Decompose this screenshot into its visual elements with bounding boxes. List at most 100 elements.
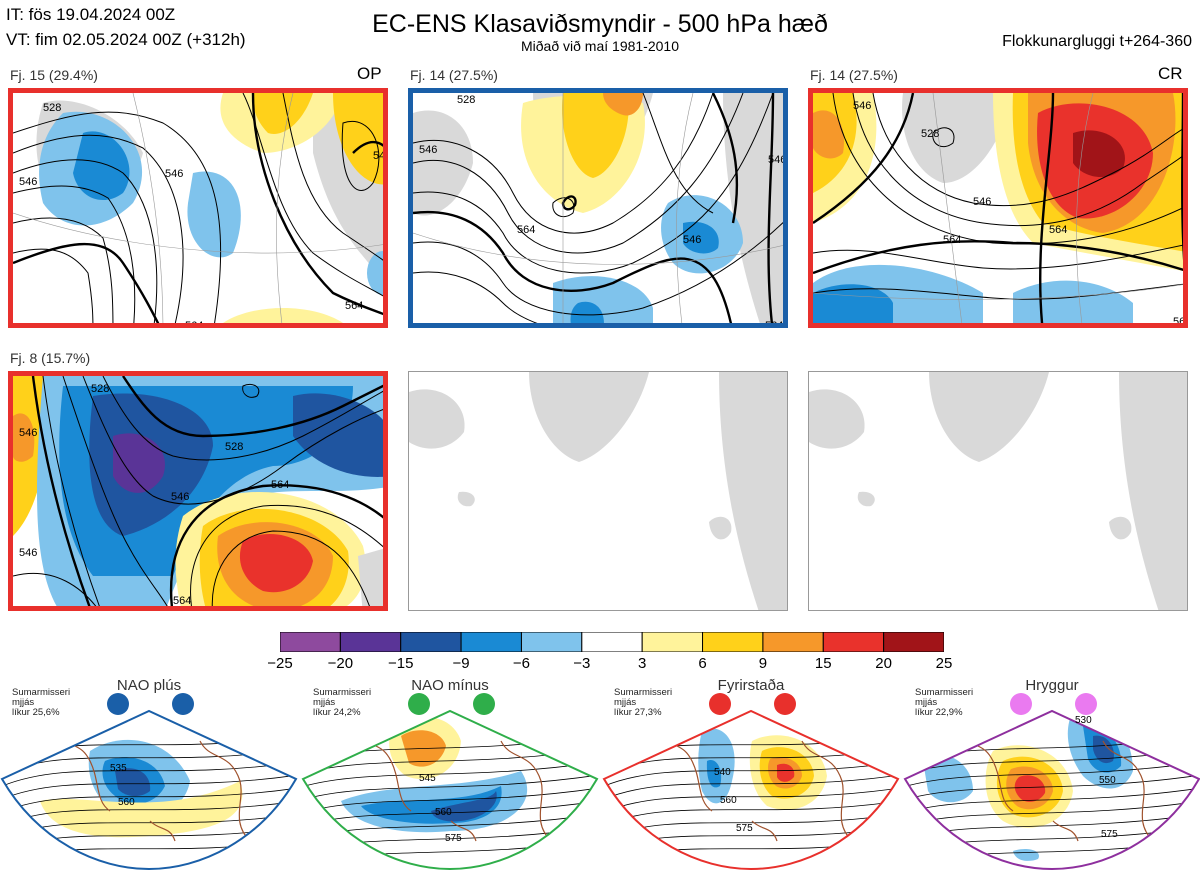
cluster-1-tag: OP bbox=[357, 64, 382, 83]
regime-contour-label: 560 bbox=[118, 797, 135, 808]
height-contour bbox=[303, 787, 597, 814]
cluster-1-map[interactable]: 528 546 564 546 564 546 bbox=[8, 88, 388, 328]
cluster-3-label: Fj. 14 (27.5%) bbox=[810, 67, 898, 83]
regime-frame bbox=[903, 709, 1200, 871]
regime-marker-icon bbox=[107, 693, 129, 715]
cluster-1-contour-label: 528 bbox=[43, 102, 61, 114]
regime-frame bbox=[301, 709, 599, 871]
colorbar-swatch bbox=[762, 631, 824, 653]
regime-contour-label: 540 bbox=[714, 767, 731, 778]
colorbar-swatch bbox=[339, 631, 402, 653]
height-contour bbox=[2, 787, 296, 814]
cluster-2-contour-label: 528 bbox=[457, 94, 475, 106]
cluster-4-contour-label: 564 bbox=[173, 595, 191, 607]
cluster-2-contour-label: 546 bbox=[768, 154, 786, 166]
cluster-2-contour-label: 546 bbox=[419, 144, 437, 156]
height-contour bbox=[2, 761, 296, 788]
regime-note: mjjás bbox=[12, 697, 35, 708]
regime-marker-icon bbox=[1010, 693, 1032, 715]
cluster-2-contour-label: 564 bbox=[765, 320, 783, 328]
regime-panel[interactable]: NAO mínus Sumarmisseri mjjás líkur 24,2% 545… bbox=[301, 676, 599, 871]
colorbar-swatch bbox=[460, 631, 522, 653]
regime-note: mjjás bbox=[313, 697, 336, 708]
cluster-3-contour-label: 564 bbox=[1049, 224, 1067, 236]
cluster-2-contour-label: 546 bbox=[683, 234, 701, 246]
page-subtitle: Miðað við maí 1981-2010 bbox=[521, 38, 679, 54]
regime-contour-label: 550 bbox=[1099, 775, 1116, 786]
colorbar-tick-label: 9 bbox=[758, 655, 768, 672]
anomaly-area bbox=[431, 791, 497, 822]
regime-note: Sumarmisseri bbox=[915, 687, 974, 698]
colorbar-tick-labels: −25 −20 −15 −9 −6 −3 3 6 9 15 20 25 bbox=[267, 655, 952, 675]
regime-note: líkur 27,3% bbox=[614, 707, 662, 718]
colorbar bbox=[279, 631, 945, 657]
empty-map-1 bbox=[408, 371, 788, 611]
regime-panel[interactable]: NAO plús Sumarmisseri mjjás líkur 25,6% 535 5… bbox=[0, 676, 298, 871]
cluster-1-contour-label: 546 bbox=[165, 168, 183, 180]
regime-title: Hryggur bbox=[1025, 677, 1079, 694]
regime-contour-label: 560 bbox=[435, 807, 452, 818]
cluster-4-map[interactable]: 528 546 564 528 546 564 546 bbox=[8, 371, 388, 611]
colorbar-swatch bbox=[883, 631, 945, 653]
colorbar-tick-label: 15 bbox=[814, 655, 832, 672]
height-contour bbox=[604, 787, 898, 814]
regime-map: 530 550 575 bbox=[903, 709, 1200, 871]
regime-note: líkur 25,6% bbox=[12, 707, 60, 718]
cluster-4-contour-label: 528 bbox=[91, 383, 109, 395]
regime-note: líkur 22,9% bbox=[915, 707, 963, 718]
cluster-4-label: Fj. 8 (15.7%) bbox=[10, 350, 91, 366]
regime-contour-label: 575 bbox=[1101, 829, 1118, 840]
classification-window: Flokkunargluggi t+264-360 bbox=[1002, 33, 1192, 50]
height-contour bbox=[905, 787, 1199, 814]
anomaly-area bbox=[1093, 735, 1114, 764]
height-contour bbox=[905, 774, 1199, 801]
issue-time: IT: fös 19.04.2024 00Z bbox=[6, 5, 176, 24]
colorbar-swatch bbox=[702, 631, 764, 653]
cluster-1-label: Fj. 15 (29.4%) bbox=[10, 67, 98, 83]
regime-note: Sumarmisseri bbox=[12, 687, 71, 698]
height-contour bbox=[303, 774, 597, 801]
regime-contour-label: 530 bbox=[1075, 715, 1092, 726]
colorbar-swatch bbox=[822, 631, 885, 653]
colorbar-swatch bbox=[400, 631, 462, 653]
anomaly-area bbox=[115, 768, 151, 797]
regime-panel[interactable]: Fyrirstaða Sumarmisseri mjjás líkur 27,3% 54… bbox=[602, 676, 900, 871]
regime-title: NAO plús bbox=[116, 677, 182, 694]
cluster-3-contour-label: 564 bbox=[943, 234, 961, 246]
cluster-1-contour-label: 564 bbox=[345, 300, 363, 312]
valid-time: VT: fim 02.05.2024 00Z (+312h) bbox=[6, 30, 246, 49]
regime-note: mjjás bbox=[915, 697, 938, 708]
regime-title: NAO mínus bbox=[411, 677, 489, 694]
cluster-4-contour-label: 546 bbox=[19, 427, 37, 439]
regime-marker-icon bbox=[709, 693, 731, 715]
cluster-4-contour-label: 528 bbox=[225, 441, 243, 453]
cluster-1-contour-label: 546 bbox=[19, 176, 37, 188]
cluster-1-contour-label: 546 bbox=[373, 150, 388, 162]
cluster-2-label: Fj. 14 (27.5%) bbox=[410, 67, 498, 83]
cluster-3-tag: CR bbox=[1158, 64, 1183, 83]
regime-contour-label: 575 bbox=[445, 833, 462, 844]
anomaly-area bbox=[777, 763, 795, 782]
colorbar-tick-label: −6 bbox=[512, 655, 531, 672]
colorbar-tick-label: 6 bbox=[698, 655, 707, 672]
regime-contour-label: 545 bbox=[419, 773, 436, 784]
regime-frame bbox=[602, 709, 900, 871]
cluster-3-contour-label: 564 bbox=[1173, 316, 1188, 328]
regime-marker-icon bbox=[774, 693, 796, 715]
cluster-2-contour-label: 564 bbox=[658, 322, 676, 328]
colorbar-tick-label: 25 bbox=[935, 655, 953, 672]
anomaly-area bbox=[706, 760, 722, 788]
height-contour bbox=[905, 761, 1199, 788]
regime-title: Fyrirstaða bbox=[717, 677, 785, 694]
regime-panel[interactable]: Hryggur Sumarmisseri mjjás líkur 22,9% 530 55… bbox=[903, 676, 1200, 871]
colorbar-swatch bbox=[581, 631, 643, 653]
regime-contour-label: 575 bbox=[736, 823, 753, 834]
colorbar-tick-label: −25 bbox=[267, 655, 293, 672]
cluster-3-map[interactable]: 546 528 546 564 564 564 bbox=[808, 88, 1188, 328]
regime-note: Sumarmisseri bbox=[313, 687, 372, 698]
regime-frame bbox=[0, 709, 298, 871]
colorbar-tick-label: −20 bbox=[327, 655, 354, 672]
cluster-2-map[interactable]: 528 546 546 564 546 564 564 bbox=[408, 88, 788, 328]
regime-marker-icon bbox=[473, 693, 495, 715]
cluster-1-contour-label: 564 bbox=[185, 320, 203, 328]
